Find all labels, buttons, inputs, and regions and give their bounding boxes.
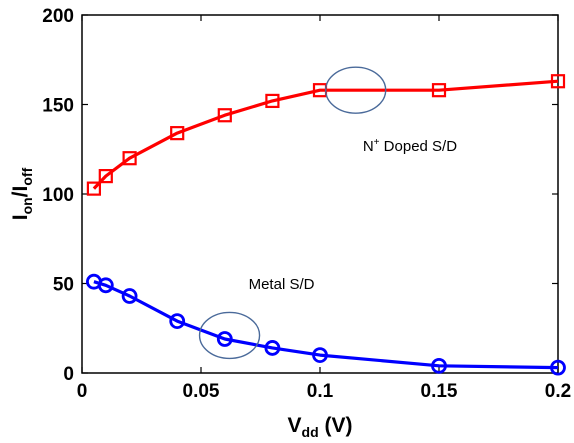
x-tick-label: 0.2 xyxy=(545,381,571,402)
x-tick-label: 0 xyxy=(77,381,88,402)
annotation-metal: Metal S/D xyxy=(198,276,315,360)
x-axis-title: Vdd (V) xyxy=(288,414,353,440)
data-point-metal xyxy=(97,277,114,294)
y-axis-title: Ion/Ioff xyxy=(9,167,35,220)
data-point-n_doped xyxy=(265,93,280,109)
x-tick-label: 0.1 xyxy=(307,381,334,402)
x-tick-label: 0.05 xyxy=(183,381,220,402)
data-point-n_doped xyxy=(217,108,232,123)
series-line-n_doped xyxy=(92,79,559,190)
data-point-metal xyxy=(169,313,186,329)
data-point-metal xyxy=(121,288,138,304)
data-point-metal xyxy=(312,347,328,364)
data-point-metal xyxy=(431,357,447,374)
plot-area xyxy=(81,14,559,374)
series-layer xyxy=(86,74,566,376)
data-point-n_doped xyxy=(170,126,185,141)
y-tick-label: 200 xyxy=(42,6,74,27)
series-n_doped xyxy=(86,74,566,196)
data-point-n_doped xyxy=(98,169,113,184)
y-tick-label: 150 xyxy=(42,96,74,117)
data-point-n_doped xyxy=(122,151,137,166)
data-point-metal xyxy=(550,359,566,376)
annotation-label-n_doped: N+ Doped S/D xyxy=(363,137,457,155)
annotations: N+ Doped S/D Metal S/D xyxy=(198,66,457,360)
data-point-n_doped xyxy=(431,83,447,98)
x-tick-label: 0.15 xyxy=(421,381,458,402)
y-tick-label: 50 xyxy=(53,275,74,296)
series-line-metal xyxy=(93,280,559,370)
data-point-n_doped xyxy=(550,74,566,89)
annotation-ellipse-n_doped xyxy=(325,66,387,114)
y-tick-label: 100 xyxy=(42,185,74,206)
data-point-n_doped xyxy=(86,181,102,196)
annotation-label-metal: Metal S/D xyxy=(249,276,315,293)
series-metal xyxy=(86,273,566,376)
data-point-metal xyxy=(216,331,233,347)
ticks: 0 0.05 0.1 0.15 0.2 0 50 100 150 200 xyxy=(42,6,571,402)
annotation-ellipse-metal xyxy=(198,311,261,360)
y-tick-label: 0 xyxy=(63,364,74,385)
data-point-metal xyxy=(264,340,281,356)
annotation-n_doped: N+ Doped S/D xyxy=(325,66,457,155)
